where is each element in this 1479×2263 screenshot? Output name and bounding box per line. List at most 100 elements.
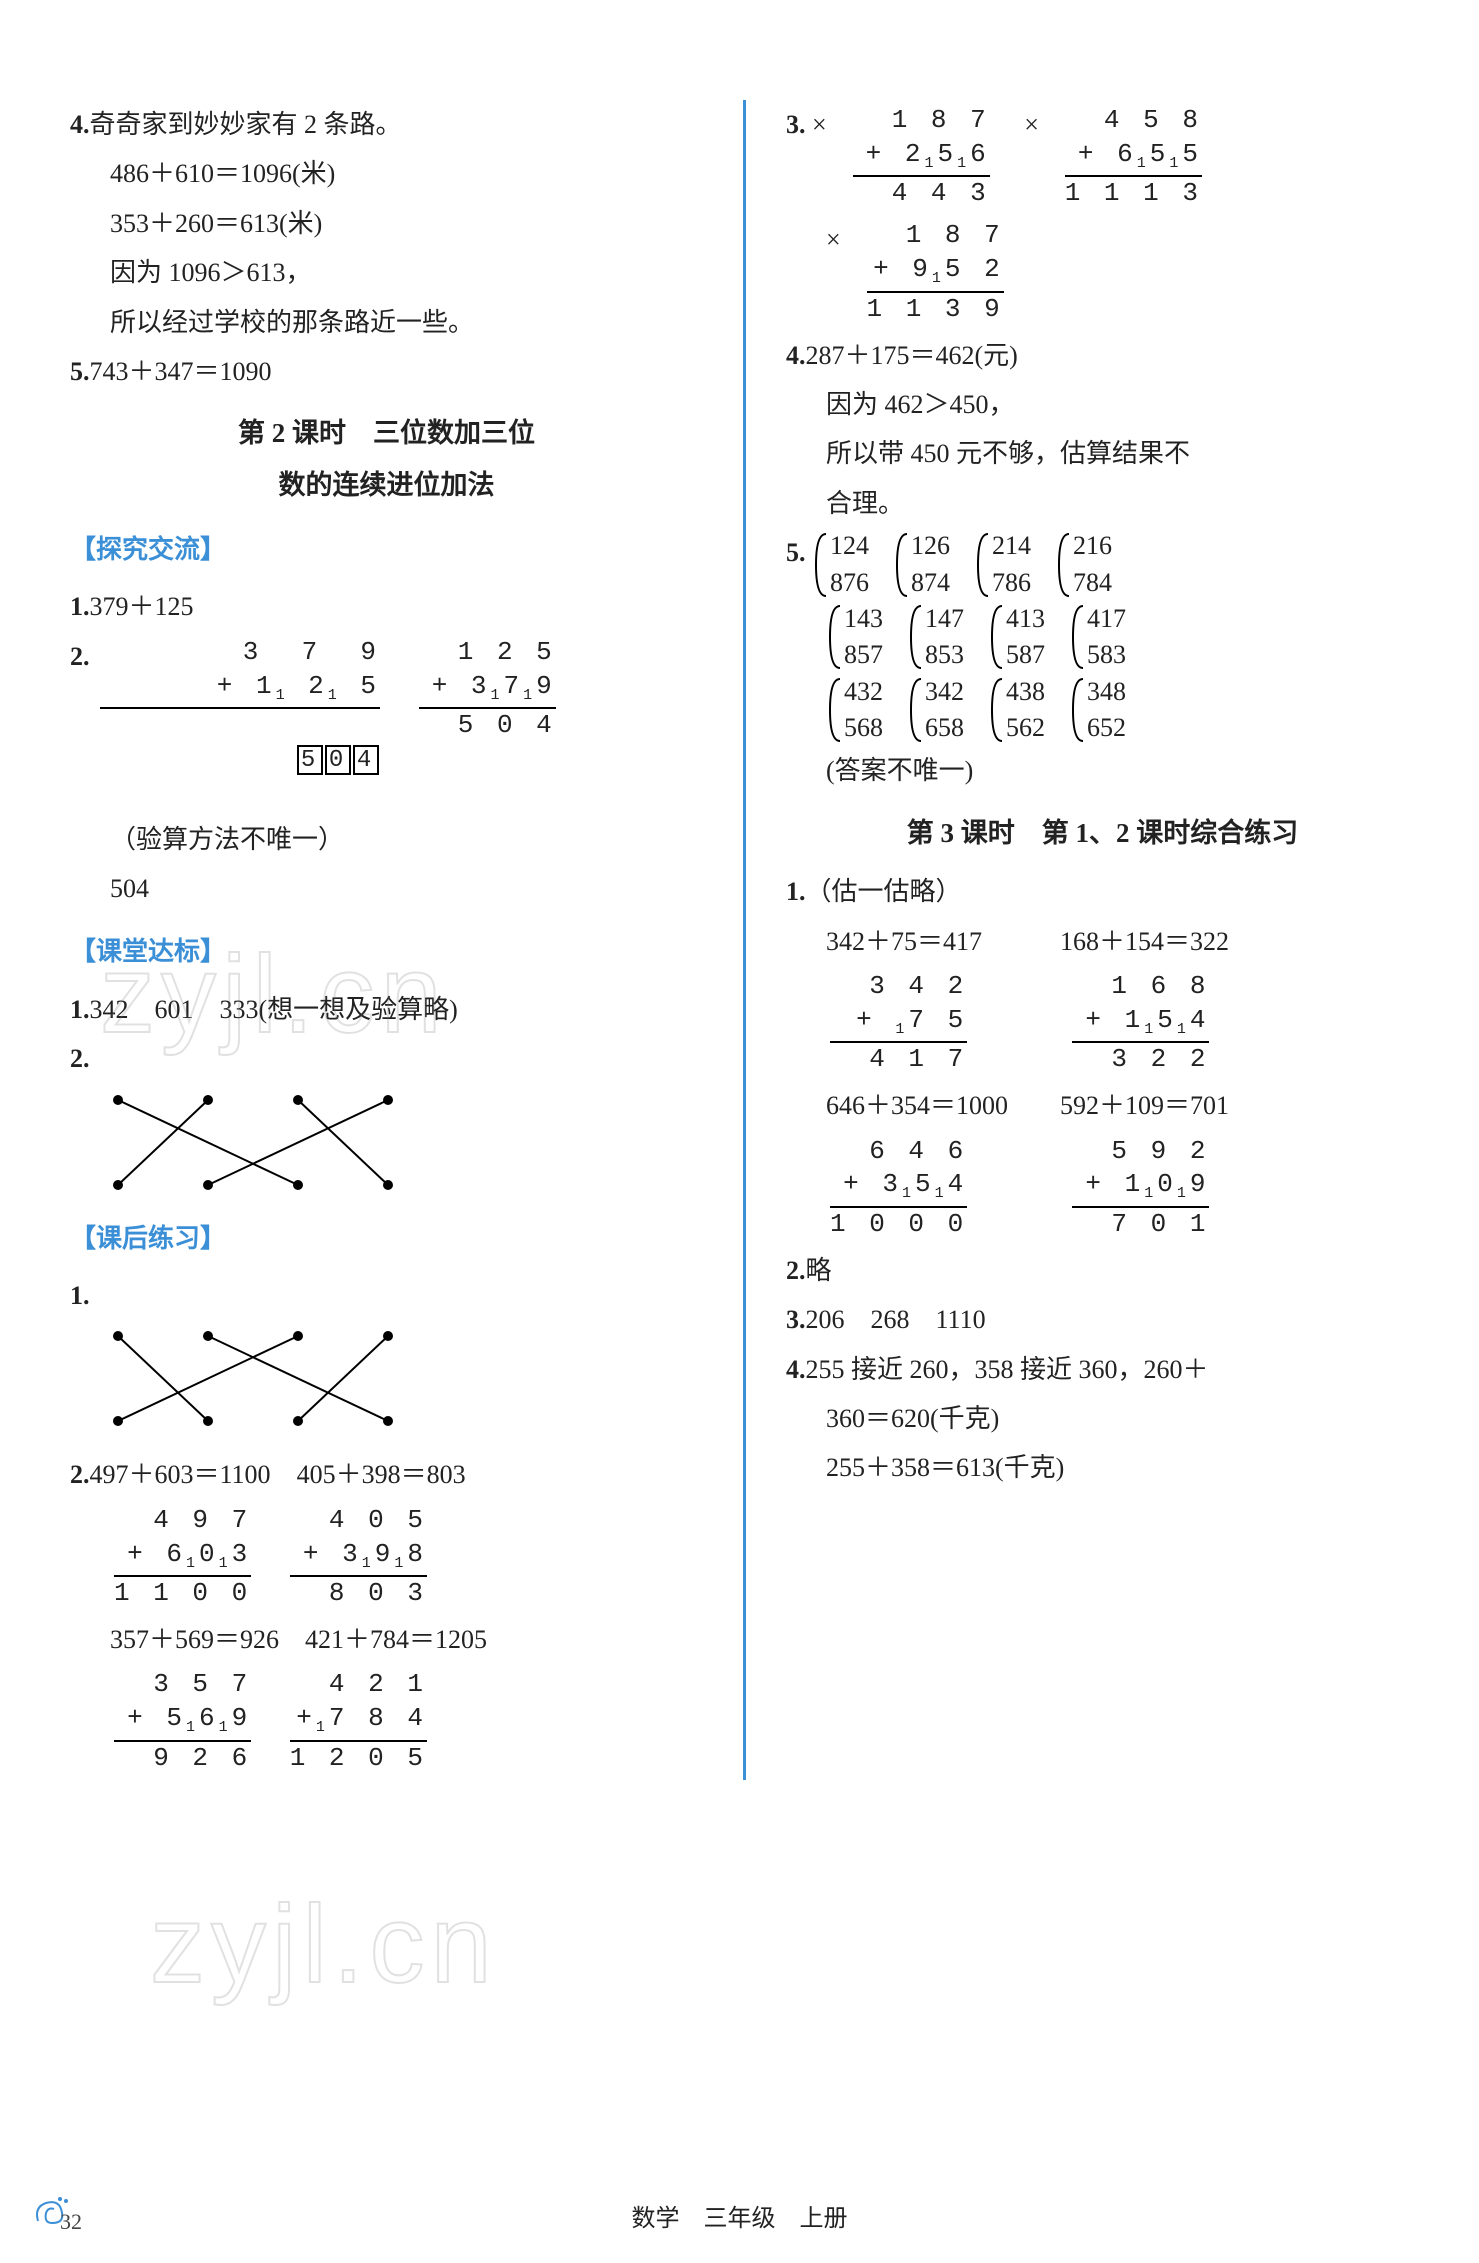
e2-num: 2. bbox=[70, 632, 90, 681]
r-q5-block: 5. 124876 126874 214786 216784 143857 147853… bbox=[786, 528, 1419, 796]
p4-l2: 360＝620(千克) bbox=[786, 1394, 1419, 1443]
box-4: 4 bbox=[353, 745, 379, 775]
p4-block: 4.255 接近 260，358 接近 360，260＋ 360＝620(千克)… bbox=[786, 1345, 1419, 1493]
x-mark-1: × bbox=[812, 100, 842, 149]
q4-eq1: 486＋610＝1096(米) bbox=[70, 149, 703, 198]
a2-v1: 4 9 7 + 61013 1 1 0 0 bbox=[114, 1504, 251, 1611]
r-q3-v3: 1 8 7 + 915 2 1 1 3 9 bbox=[867, 219, 1004, 326]
bracket-pair: 214786 bbox=[974, 528, 1031, 601]
c1-block: 1.342 601 333(想一想及验算略) bbox=[70, 985, 703, 1034]
right-column: 3. × 1 8 7 + 21516 4 4 3 × 4 5 8 + 61515… bbox=[786, 100, 1419, 1780]
bracket-pair: 342658 bbox=[907, 674, 964, 747]
lesson2-title: 第 2 课时 三位数加三位 数的连续进位加法 bbox=[70, 408, 703, 511]
bracket-pair: 124876 bbox=[812, 528, 869, 601]
p1-v1: 3 4 2 + 17 5 4 1 7 bbox=[830, 970, 967, 1077]
p4-l3: 255＋358＝613(千克) bbox=[786, 1443, 1419, 1492]
p4-num: 4. bbox=[786, 1345, 806, 1394]
class-head: 【课堂达标】 bbox=[70, 927, 703, 976]
r-q4-t3: 合理。 bbox=[786, 479, 1419, 528]
bracket-pair: 432568 bbox=[826, 674, 883, 747]
a1-num: 1. bbox=[70, 1271, 90, 1320]
p1-v4: 5 9 2 + 11019 7 0 1 bbox=[1072, 1135, 1209, 1242]
explore-head: 【探究交流】 bbox=[70, 525, 703, 574]
r-q5-num: 5. bbox=[786, 528, 806, 577]
p1-r2a: 646＋354＝1000 bbox=[826, 1091, 1008, 1120]
a2-r2a: 357＋569＝926 bbox=[110, 1625, 279, 1654]
lesson3-title: 第 3 课时 第 1、2 课时综合练习 bbox=[786, 808, 1419, 859]
c2-num: 2. bbox=[70, 1034, 90, 1083]
a2-r1a: 497＋603＝1100 bbox=[90, 1460, 271, 1489]
bracket-pair: 147853 bbox=[907, 601, 964, 674]
r-q5-note: (答案不唯一) bbox=[786, 746, 1419, 795]
r-q4-t1: 因为 462＞450， bbox=[786, 380, 1419, 429]
q4-t1: 奇奇家到妙妙家有 2 条路。 bbox=[90, 110, 402, 139]
column-divider bbox=[743, 100, 746, 1780]
after-head: 【课后练习】 bbox=[70, 1214, 703, 1263]
r-q4-t2: 所以带 450 元不够，估算结果不 bbox=[786, 429, 1419, 478]
watermark-2: zyjl.cn bbox=[150, 1840, 498, 2049]
bracket-pair: 126874 bbox=[893, 528, 950, 601]
r-q4-eq: 287＋175＝462(元) bbox=[806, 341, 1018, 370]
e2-ans: 504 bbox=[70, 864, 703, 913]
c1-text: 342 601 333(想一想及验算略) bbox=[90, 995, 458, 1024]
a2-v4: 4 2 1 +17 8 4 1 2 0 5 bbox=[290, 1668, 427, 1775]
left-column: 4.奇奇家到妙妙家有 2 条路。 486＋610＝1096(米) 353＋260… bbox=[70, 100, 703, 1780]
q4-num: 4. bbox=[70, 100, 90, 149]
p2-block: 2.略 bbox=[786, 1246, 1419, 1295]
r-q4-block: 4.287＋175＝462(元) 因为 462＞450， 所以带 450 元不够… bbox=[786, 331, 1419, 529]
p1-r1b: 168＋154＝322 bbox=[1060, 927, 1229, 956]
e1-block: 1.379＋125 bbox=[70, 582, 703, 631]
q4-t2: 因为 1096＞613， bbox=[70, 248, 703, 297]
bracket-pair: 348652 bbox=[1069, 674, 1126, 747]
page-footer: 32 数学 三年级 上册 bbox=[0, 2197, 1479, 2243]
e2-block: 2. 3 7 9 + 11 21 5 504 1 2 5 + 31719 5 0… bbox=[70, 632, 703, 914]
a2-block: 2.497＋603＝1100 405＋398＝803 4 9 7 + 61013… bbox=[70, 1450, 703, 1779]
r-q3-num: 3. bbox=[786, 100, 806, 149]
a2-num: 2. bbox=[70, 1450, 90, 1499]
bracket-pair: 216784 bbox=[1055, 528, 1112, 601]
p3-text: 206 268 1110 bbox=[806, 1305, 986, 1334]
a2-r2b: 421＋784＝1205 bbox=[305, 1625, 487, 1654]
bracket-pair: 143857 bbox=[826, 601, 883, 674]
x-mark-3: × bbox=[826, 215, 856, 264]
page-number: 32 bbox=[60, 2201, 82, 2243]
match-diagram-2 bbox=[98, 1326, 438, 1436]
bracket-pair: 417583 bbox=[1069, 601, 1126, 674]
p3-block: 3.206 268 1110 bbox=[786, 1295, 1419, 1344]
r-q3-v1: 1 8 7 + 21516 4 4 3 bbox=[853, 104, 990, 211]
r-q3-block: 3. × 1 8 7 + 21516 4 4 3 × 4 5 8 + 61515… bbox=[786, 100, 1419, 331]
a1-block: 1. bbox=[70, 1271, 703, 1436]
r-q3-v2: 4 5 8 + 61515 1 1 1 3 bbox=[1065, 104, 1202, 211]
lesson2-l2: 数的连续进位加法 bbox=[70, 460, 703, 511]
p1-r1a: 342＋75＝417 bbox=[826, 927, 982, 956]
a2-r1b: 405＋398＝803 bbox=[297, 1460, 466, 1489]
q5-block: 5.743＋347＝1090 bbox=[70, 347, 703, 396]
a2-v3: 3 5 7 + 51619 9 2 6 bbox=[114, 1668, 251, 1775]
bracket-pair: 413587 bbox=[988, 601, 1045, 674]
e2-vadd1: 3 7 9 + 11 21 5 504 bbox=[100, 636, 380, 811]
c2-block: 2. bbox=[70, 1034, 703, 1199]
p1-block: 1.（估一估略） 342＋75＝417 168＋154＝322 3 4 2 + … bbox=[786, 867, 1419, 1246]
p2-text: 略 bbox=[806, 1256, 832, 1285]
q4-eq2: 353＋260＝613(米) bbox=[70, 199, 703, 248]
r-q4-num: 4. bbox=[786, 331, 806, 380]
lesson2-l1: 第 2 课时 三位数加三位 bbox=[70, 408, 703, 459]
box-0: 0 bbox=[325, 745, 351, 775]
p2-num: 2. bbox=[786, 1246, 806, 1295]
footer-text: 数学 三年级 上册 bbox=[632, 2206, 848, 2232]
q5-eq: 743＋347＝1090 bbox=[90, 357, 272, 386]
e1-num: 1. bbox=[70, 582, 90, 631]
bracket-row-2: 143857 147853 413587 417583 bbox=[786, 601, 1419, 674]
box-5: 5 bbox=[297, 745, 323, 775]
q4-t3: 所以经过学校的那条路近一些。 bbox=[70, 298, 703, 347]
p1-num: 1. bbox=[786, 867, 806, 916]
e2-vadd2: 1 2 5 + 31719 5 0 4 bbox=[419, 636, 556, 743]
p3-num: 3. bbox=[786, 1295, 806, 1344]
e1-text: 379＋125 bbox=[90, 592, 194, 621]
q4-block: 4.奇奇家到妙妙家有 2 条路。 486＋610＝1096(米) 353＋260… bbox=[70, 100, 703, 347]
p1-r2b: 592＋109＝701 bbox=[1060, 1091, 1229, 1120]
x-mark-2: × bbox=[1024, 100, 1054, 149]
a2-v2: 4 0 5 + 31918 8 0 3 bbox=[290, 1504, 427, 1611]
p1-v3: 6 4 6 + 31514 1 0 0 0 bbox=[830, 1135, 967, 1242]
bracket-pair: 438562 bbox=[988, 674, 1045, 747]
